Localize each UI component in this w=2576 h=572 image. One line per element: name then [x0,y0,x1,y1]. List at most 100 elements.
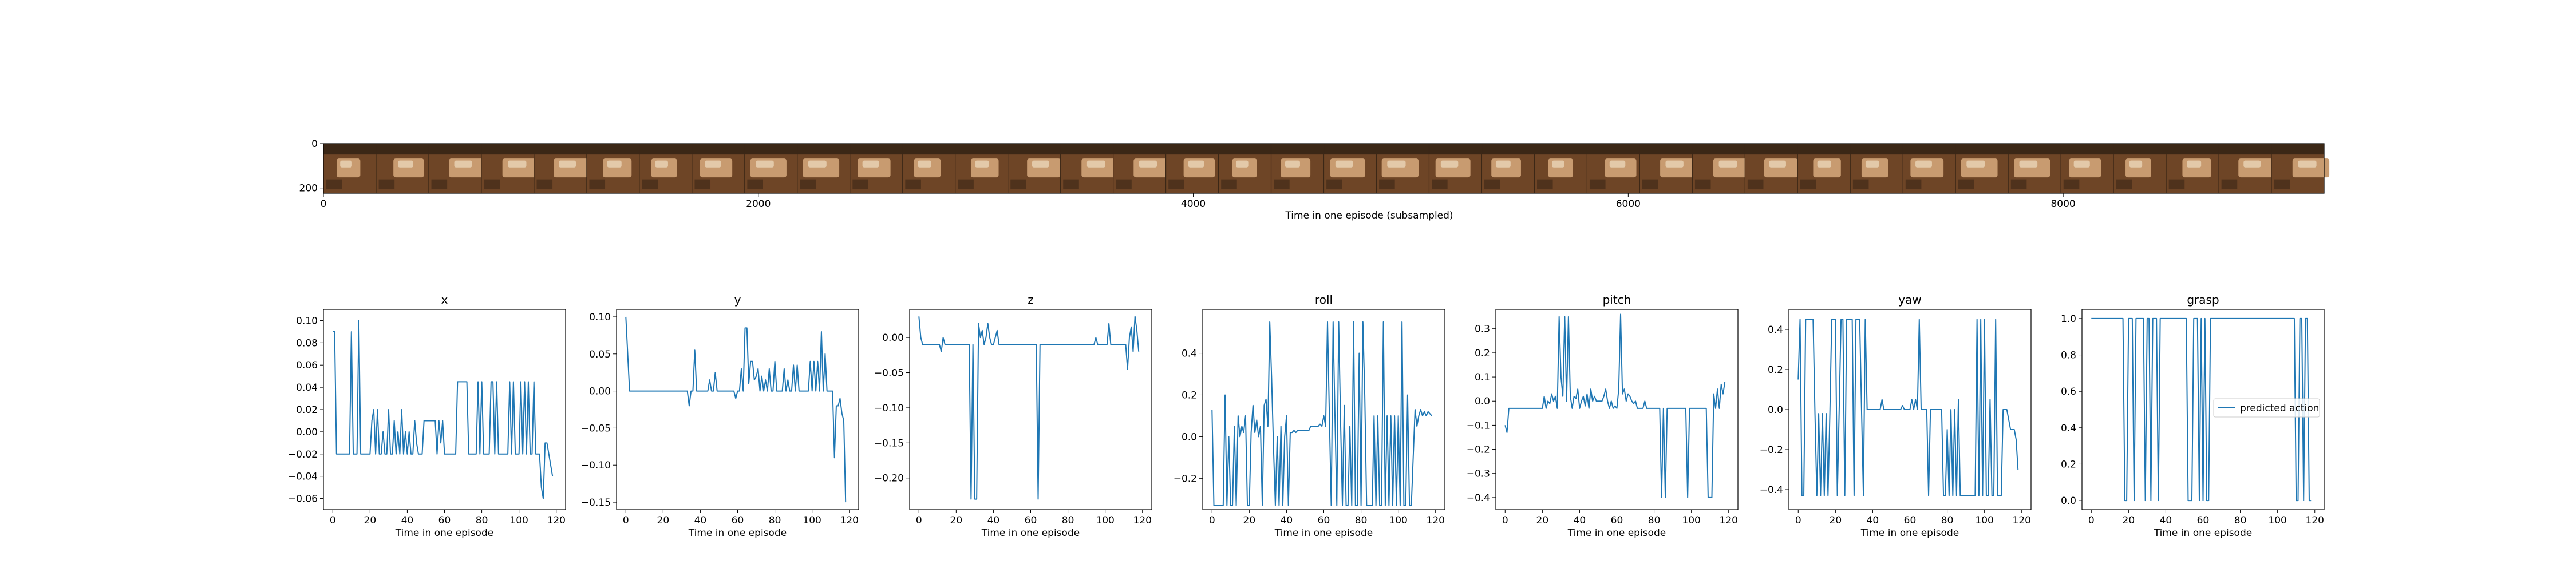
filmstrip-frame [2271,144,2330,193]
y-tick-label: −0.1 [1467,420,1490,431]
filmstrip-frame [1323,144,1377,193]
y-tick-label: −0.02 [288,449,318,460]
panel-roll: roll 0 20 40 60 80 100 120 −0.2 0.0 0.2 0.4 Time in … [1174,293,1445,539]
filmstrip-frame [534,144,588,193]
y-tick-label: 0.10 [296,315,318,327]
filmstrip-frame [2060,144,2114,193]
filmstrip-frame [1744,144,1798,193]
y-tick-label: 0.6 [2061,386,2076,398]
y-tick-label: −0.2 [1760,444,1783,456]
series-line-predicted-action [1504,313,1726,498]
filmstrip-xlabel: Time in one episode (subsampled) [1285,210,1453,221]
filmstrip-frame [2166,144,2219,193]
y-tick-label: 0.4 [1768,324,1783,336]
x-tick-label: 80 [1355,515,1368,526]
filmstrip-frame [1692,144,1751,193]
y-tick-label: 0.2 [1475,348,1490,359]
y-tick-label: 0.10 [589,312,611,323]
filmstrip-frame [586,144,640,193]
x-tick-label: 60 [1025,515,1037,526]
filmstrip-frame [1481,144,1535,193]
x-axis-label: Time in one episode [395,527,493,539]
panel-title: z [1028,293,1034,307]
x-tick-label: 40 [694,515,707,526]
filmstrip-frame [1376,144,1429,193]
panel-title: roll [1315,293,1333,307]
x-axis-label: Time in one episode [1567,527,1666,539]
x-tick-label: 100 [803,515,821,526]
legend-label: predicted action [2240,403,2319,414]
x-tick-label: 0 [1209,515,1215,526]
x-tick-label: 120 [1720,515,1738,526]
panel-yaw: yaw 0 20 40 60 80 100 120 −0.4 −0.2 0.0 0.2 0.4 Time … [1760,293,2032,539]
y-tick-label: −0.05 [874,368,904,379]
legend-box [2213,398,2320,418]
filmstrip-frame [1218,144,1272,193]
x-tick-label: 100 [2268,515,2286,526]
panel-pitch: pitch 0 20 40 60 80 100 120 −0.4 −0.3 −0.2 −0.1 0.0 0… [1467,293,1739,539]
filmstrip-y-tick-label: 0 [311,138,318,150]
y-tick-label: −0.10 [874,403,904,414]
series-line-predicted-action [1211,321,1432,506]
x-axis-label: Time in one episode [2154,527,2252,539]
y-tick-label: 0.00 [589,386,611,398]
x-tick-label: 80 [1941,515,1954,526]
y-tick-label: −0.04 [288,471,318,483]
y-tick-label: 0.04 [296,382,318,394]
y-tick-label: 0.0 [2061,495,2076,507]
y-tick-label: 1.0 [2061,313,2076,325]
x-tick-label: 0 [1502,515,1508,526]
filmstrip-frame [1797,144,1851,193]
x-tick-label: 0 [623,515,629,526]
y-tick-label: −0.2 [1467,444,1490,456]
x-tick-label: 40 [1867,515,1879,526]
x-tick-label: 0 [1795,515,1801,526]
x-tick-label: 0 [2088,515,2095,526]
y-tick-label: −0.10 [581,460,611,471]
filmstrip-frame [1060,144,1119,193]
x-axis-label: Time in one episode [688,527,787,539]
x-tick-label: 20 [657,515,670,526]
x-tick-label: 120 [547,515,566,526]
panel-title: grasp [2187,293,2219,307]
y-tick-label: −0.15 [581,497,611,509]
series-line-predicted-action [1797,319,2019,496]
filmstrip-frame [1008,144,1061,193]
x-tick-label: 20 [2123,515,2135,526]
y-tick-label: 0.08 [296,337,318,349]
filmstrip-frame [1955,144,2009,193]
x-tick-label: 100 [509,515,528,526]
y-tick-label: 0.0 [1768,404,1783,416]
x-tick-label: 100 [1096,515,1114,526]
y-tick-label: 0.1 [1475,372,1490,383]
y-tick-label: 0.0 [1182,431,1197,443]
y-tick-label: 0.4 [1182,348,1197,360]
panel-title: pitch [1603,293,1631,307]
x-tick-label: 80 [476,515,488,526]
x-tick-label: 60 [438,515,451,526]
filmstrip-x-tick-label: 2000 [746,198,771,210]
filmstrip-panel: Time in one episode (subsampled) 0 2000 40… [299,138,2330,221]
panel-x: x 0 20 40 60 80 100 120 −0.06 −0.04 −0.02 0.00 0.02 0… [288,293,566,539]
y-tick-label: 0.06 [296,360,318,371]
x-tick-label: 120 [840,515,859,526]
series-line-predicted-action [625,316,847,503]
panel-title: x [441,293,448,307]
x-tick-label: 100 [1389,515,1407,526]
x-tick-label: 40 [1574,515,1586,526]
x-tick-label: 40 [2160,515,2172,526]
filmstrip-frame [744,144,798,193]
y-tick-label: −0.15 [874,438,904,449]
x-axis-label: Time in one episode [1274,527,1373,539]
panel-title: yaw [1898,293,1921,307]
x-tick-label: 60 [1611,515,1623,526]
filmstrip-x-tick-label: 4000 [1181,198,1206,210]
x-tick-label: 120 [2013,515,2031,526]
y-tick-label: 0.2 [1768,364,1783,376]
x-tick-label: 0 [330,515,336,526]
y-tick-label: −0.2 [1174,473,1197,484]
y-tick-label: 0.05 [589,349,611,360]
filmstrip-x-tick-label: 0 [321,198,327,210]
x-tick-label: 60 [1904,515,1917,526]
y-tick-label: 0.4 [2061,423,2076,434]
